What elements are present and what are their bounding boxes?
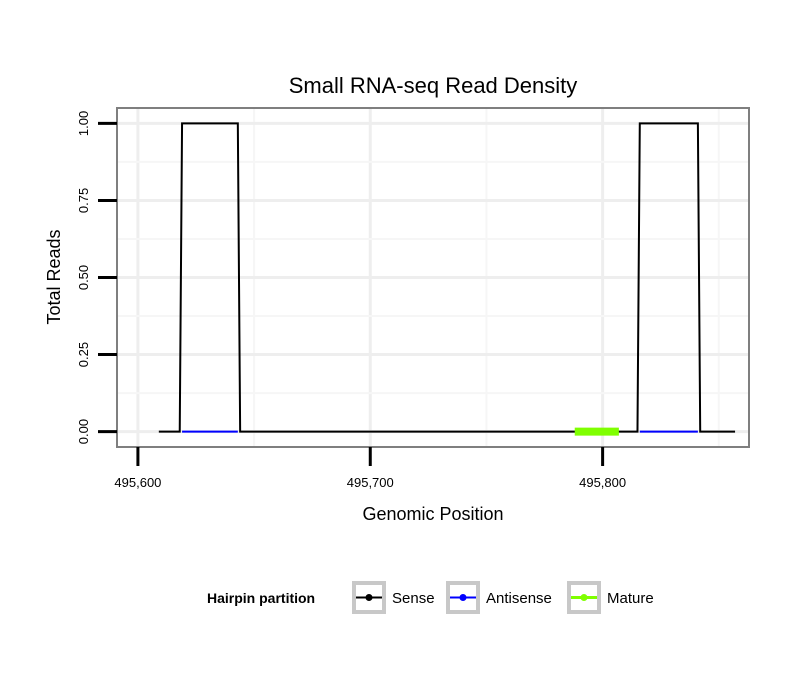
y-tick-label: 0.00: [76, 419, 91, 444]
y-tick-label: 0.75: [76, 188, 91, 213]
legend-label: Mature: [607, 590, 654, 607]
legend-label: Antisense: [486, 590, 552, 607]
y-tick-label: 0.25: [76, 342, 91, 367]
x-tick-label: 495,700: [347, 475, 394, 490]
x-tick-label: 495,800: [579, 475, 626, 490]
y-axis-title: Total Reads: [44, 229, 64, 324]
y-tick-label: 0.50: [76, 265, 91, 290]
x-axis-title: Genomic Position: [362, 504, 503, 524]
legend-entry-sense: Sense: [352, 581, 435, 614]
legend-key-point: [580, 594, 588, 601]
legend-label: Sense: [392, 590, 435, 607]
y-axis: 0.00 0.25 0.50 0.75 1.00: [76, 111, 117, 444]
y-tick-label: 1.00: [76, 111, 91, 136]
legend-key-point: [365, 594, 373, 601]
series-layer: [158, 122, 736, 436]
legend-entry-mature: Mature: [567, 581, 654, 614]
chart-title: Small RNA-seq Read Density: [289, 73, 578, 98]
legend: Hairpin partition Sense Antisense Mature: [207, 581, 654, 614]
x-tick-label: 495,600: [114, 475, 161, 490]
legend-key-point: [459, 594, 467, 601]
series-sense-line: [158, 122, 736, 433]
legend-title: Hairpin partition: [207, 590, 315, 606]
legend-entry-antisense: Antisense: [446, 581, 552, 614]
x-axis: 495,600 495,700 495,800: [114, 447, 626, 490]
